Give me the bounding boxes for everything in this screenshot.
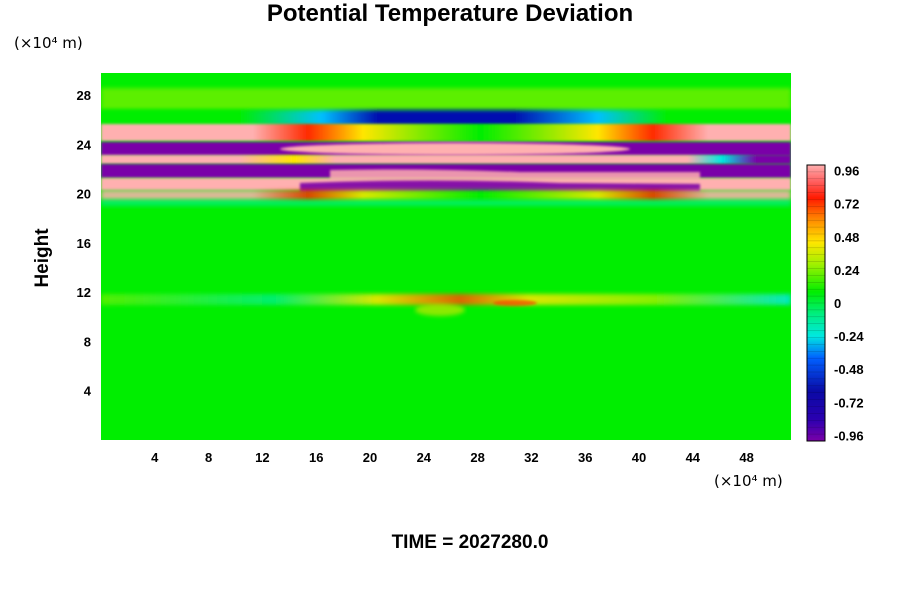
- colorbar-tick-label: 0.72: [834, 197, 859, 212]
- field-band-height-11: [101, 294, 791, 305]
- colorbar-tick-label: -0.24: [834, 329, 864, 344]
- colorbar-gradient: [806, 164, 826, 442]
- x-tick-label: 12: [255, 450, 269, 465]
- x-tick-label: 28: [470, 450, 484, 465]
- x-tick-label: 16: [309, 450, 323, 465]
- colorbar-tick-label: 0.48: [834, 230, 859, 245]
- y-tick-label: 8: [84, 334, 91, 349]
- colorbar-tick-label: 0.24: [834, 263, 860, 278]
- field-band-top-negative: [101, 110, 791, 126]
- colorbar-level-lines: [807, 171, 825, 435]
- colorbar-tick-label: -0.72: [834, 395, 864, 410]
- y-tick-label: 12: [77, 285, 91, 300]
- time-label: TIME = 2027280.0: [391, 532, 549, 553]
- chart-title: Potential Temperature Deviation: [266, 0, 634, 27]
- y-tick-label: 4: [84, 384, 92, 399]
- y-axis-ticks: 4 8 12 16 20 24 28: [77, 88, 92, 399]
- x-tick-label: 36: [578, 450, 592, 465]
- field-band-lower-seam: [330, 169, 700, 180]
- field-band-lower-ripple: [101, 200, 791, 206]
- y-tick-label: 20: [77, 187, 91, 202]
- x-axis-unit: (×10⁴ m): [714, 472, 783, 490]
- x-tick-label: 48: [739, 450, 753, 465]
- x-axis-ticks: 4 8 12 16 20 24 28 32 36 40 44 48: [151, 450, 754, 465]
- field-band-upper-ripple: [101, 88, 791, 110]
- colorbar-tick-label: 0: [834, 296, 841, 311]
- x-tick-label: 24: [417, 450, 432, 465]
- colorbar-tick-label: -0.48: [834, 362, 864, 377]
- colorbar-tick-label: -0.96: [834, 428, 864, 443]
- field-band-mid-positive: [101, 155, 791, 164]
- field-band-top-positive: [101, 124, 791, 141]
- field-band-bottom-edge: [101, 190, 791, 200]
- y-tick-label: 24: [77, 137, 92, 152]
- y-tick-label: 28: [77, 88, 91, 103]
- y-axis-unit: (×10⁴ m): [14, 34, 83, 52]
- field-lens-positive-core: [280, 143, 630, 155]
- heatmap-field: [101, 73, 791, 440]
- x-tick-label: 8: [205, 450, 212, 465]
- x-tick-label: 40: [632, 450, 646, 465]
- field-band-bottom-negative: [300, 180, 700, 192]
- x-tick-label: 4: [151, 450, 159, 465]
- field-spot-positive: [415, 304, 465, 316]
- x-tick-label: 44: [686, 450, 701, 465]
- x-tick-label: 20: [363, 450, 377, 465]
- colorbar: 0.96 0.72 0.48 0.24 0 -0.24 -0.48 -0.72 -0.96: [806, 164, 864, 444]
- colorbar-ticks: 0.96 0.72 0.48 0.24 0 -0.24 -0.48 -0.72 -0.96: [834, 164, 864, 444]
- colorbar-tick-label: 0.96: [834, 164, 859, 179]
- field-spot-max: [493, 300, 537, 306]
- x-tick-label: 32: [524, 450, 538, 465]
- y-tick-label: 16: [77, 236, 91, 251]
